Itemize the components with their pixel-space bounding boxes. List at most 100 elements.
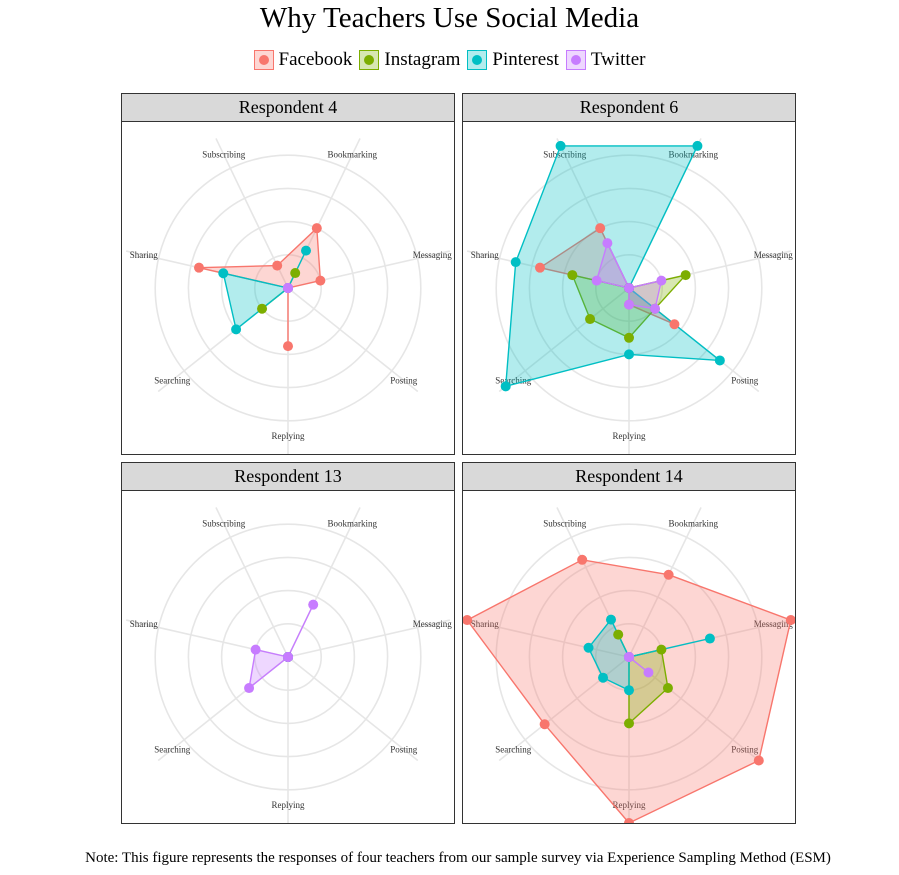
axis-label-replying: Replying — [272, 800, 305, 810]
data-point-pinterest-searching — [598, 672, 609, 683]
radar-plot: Bookmarking Messaging Posting Replying Searc… — [125, 507, 452, 823]
grid-spoke — [287, 656, 419, 762]
axis-label-subscribing: Subscribing — [202, 519, 246, 529]
data-point-facebook-bookmarking — [311, 223, 322, 234]
grid-spoke — [628, 507, 702, 658]
data-point-pinterest-subscribing — [605, 614, 616, 625]
axis-label-replying: Replying — [272, 431, 305, 441]
legend-label: Instagram — [384, 49, 461, 70]
legend-key — [467, 50, 488, 70]
legend-label: Twitter — [590, 49, 646, 70]
axis-label-bookmarking: Bookmarking — [327, 519, 377, 529]
data-point-pinterest-bookmarking — [301, 245, 312, 256]
figure-note: Note: This figure represents the respons… — [85, 850, 831, 866]
data-point-instagram-searching — [585, 314, 596, 325]
data-point-twitter-subscribing — [602, 238, 613, 249]
panel-title: Respondent 6 — [462, 93, 796, 122]
chart-title: Why Teachers Use Social Media — [259, 2, 640, 34]
series-area-twitter — [248, 604, 314, 690]
data-point-twitter-replying — [624, 299, 635, 310]
panel-respondent-4: Respondent 4 Bookmarking Messaging Posting R… — [121, 93, 455, 455]
data-point-instagram-replying — [624, 718, 635, 729]
data-point-pinterest-bookmarking — [692, 140, 703, 151]
data-point-pinterest-searching — [231, 324, 242, 335]
legend-item-pinterest: Pinterest — [467, 49, 559, 71]
data-point-instagram-replying — [624, 332, 635, 343]
data-point-facebook-subscribing — [577, 554, 588, 565]
axis-label-subscribing: Subscribing — [202, 150, 246, 160]
data-point-twitter-searching — [244, 683, 255, 694]
legend-label: Pinterest — [492, 49, 559, 70]
data-point-facebook-replying — [624, 818, 634, 823]
axis-label-messaging: Messaging — [754, 250, 793, 260]
legend-item-instagram: Instagram — [359, 49, 460, 71]
data-point-facebook-posting — [753, 755, 764, 766]
panel-title: Respondent 4 — [121, 93, 455, 122]
data-point-instagram-posting — [662, 683, 673, 694]
data-point-instagram-bookmarking — [290, 268, 301, 279]
data-point-pinterest-posting — [714, 355, 725, 366]
data-point-facebook-searching — [539, 719, 550, 730]
axis-label-bookmarking: Bookmarking — [668, 519, 718, 529]
data-point-instagram-sharing — [567, 270, 578, 281]
data-point-instagram-subscribing — [613, 629, 624, 640]
legend-key — [253, 50, 274, 70]
axis-label-searching: Searching — [495, 375, 531, 385]
series-area-facebook — [198, 226, 322, 347]
axis-label-replying: Replying — [613, 431, 646, 441]
data-point-facebook-subscribing — [272, 260, 283, 271]
legend-item-twitter: Twitter — [565, 49, 646, 71]
data-point-pinterest-subscribing — [555, 140, 566, 151]
data-point-twitter-bookmarking — [308, 599, 319, 610]
data-point-instagram-messaging — [680, 270, 691, 281]
data-point-facebook-messaging — [785, 615, 795, 626]
axis-label-posting: Posting — [731, 375, 759, 385]
axis-label-sharing: Sharing — [471, 250, 499, 260]
data-point-twitter-subscribing — [283, 283, 293, 293]
axis-label-replying: Replying — [613, 800, 646, 810]
panel-respondent-13: Respondent 13 Bookmarking Messaging Posting… — [121, 462, 455, 824]
data-point-pinterest-searching — [500, 381, 511, 392]
data-point-twitter-posting — [649, 303, 660, 314]
legend-dot — [570, 55, 581, 65]
data-point-facebook-bookmarking — [663, 569, 674, 580]
legend-dot — [258, 55, 269, 65]
axis-label-messaging: Messaging — [754, 619, 793, 629]
axis-label-posting: Posting — [390, 375, 418, 385]
data-point-facebook-sharing — [463, 615, 473, 626]
axis-label-sharing: Sharing — [130, 250, 158, 260]
grid-spoke — [287, 619, 451, 658]
data-point-pinterest-replying — [624, 349, 635, 360]
radar-plot: BookmarkingMessagingPostingReplyingSearc… — [463, 507, 795, 823]
axis-label-searching: Searching — [495, 744, 531, 754]
series-area-pinterest — [504, 145, 722, 388]
radar-plot: BookmarkingMessagingPostingReplyingSearc… — [466, 138, 793, 454]
grid-spoke — [287, 287, 419, 393]
data-point-facebook-replying — [283, 341, 294, 352]
axis-label-bookmarking: Bookmarking — [327, 150, 377, 160]
legend-label: Facebook — [278, 49, 353, 70]
data-point-pinterest-messaging — [704, 633, 715, 644]
panel-title: Respondent 13 — [121, 462, 455, 491]
data-point-twitter-searching — [624, 283, 634, 293]
series-area-pinterest — [222, 250, 307, 331]
data-point-pinterest-sharing — [583, 642, 594, 653]
plot-area: Bookmarking Messaging Posting Replying Searc… — [121, 121, 455, 455]
plot-area: Bookmarking Messaging Posting Replying Searc… — [462, 490, 796, 824]
data-point-instagram-searching — [257, 303, 268, 314]
data-point-facebook-posting — [669, 319, 680, 330]
legend-item-facebook: Facebook — [253, 49, 353, 71]
data-point-facebook-messaging — [315, 275, 326, 286]
axis-label-searching: Searching — [154, 744, 190, 754]
grid-spoke — [498, 656, 630, 762]
grid-spoke — [466, 619, 630, 658]
axis-label-posting: Posting — [390, 744, 418, 754]
axis-label-subscribing: Subscribing — [543, 150, 587, 160]
axis-label-messaging: Messaging — [413, 619, 452, 629]
axis-label-subscribing: Subscribing — [543, 519, 587, 529]
plot-area: Bookmarking Messaging Posting Replying Searc… — [462, 121, 796, 455]
data-point-twitter-subscribing — [283, 652, 293, 662]
plot-area: Bookmarking Messaging Posting Replying Searc… — [121, 490, 455, 824]
legend-dot — [472, 55, 483, 65]
data-point-twitter-posting — [643, 667, 654, 678]
